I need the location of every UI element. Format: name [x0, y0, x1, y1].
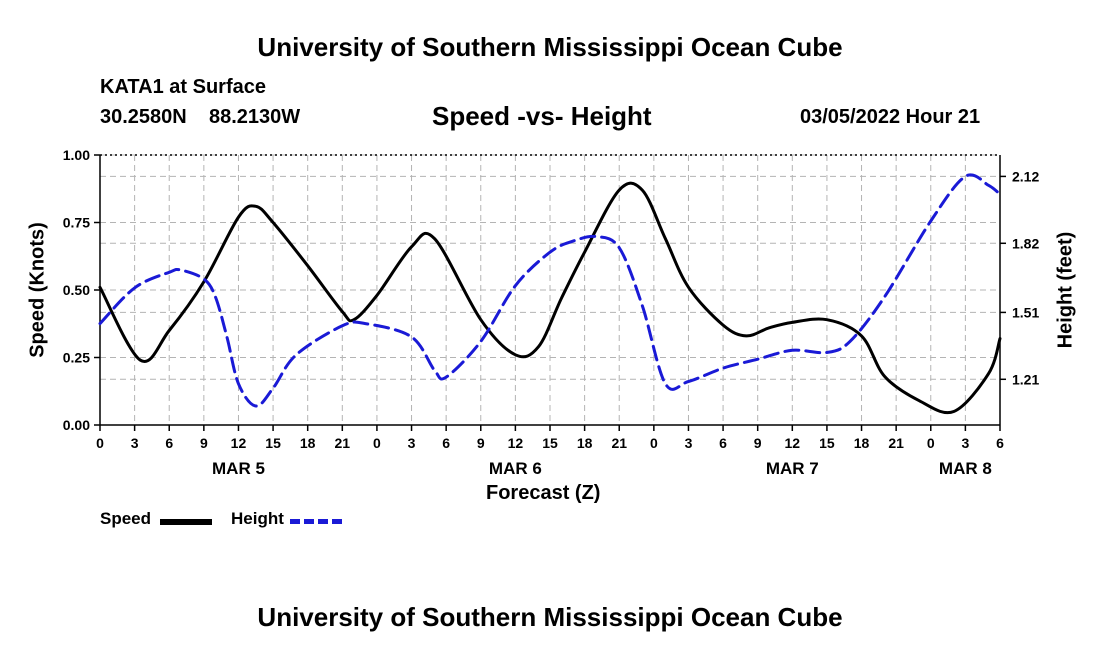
x-tick-label: 3: [685, 435, 693, 451]
speed-series-line: [98, 181, 1002, 415]
x-tick-label: 12: [231, 435, 247, 451]
x-tick-label: 9: [200, 435, 208, 451]
datetime-label: 03/05/2022 Hour 21: [800, 106, 981, 128]
y2-tick-label: 1.82: [1012, 235, 1039, 251]
x-tick-label: 21: [888, 435, 904, 451]
x-tick-label: 9: [477, 435, 485, 451]
latitude-label: 30.2580N: [100, 106, 187, 128]
longitude-label: 88.2130W: [209, 106, 301, 128]
station-label: KATA1 at Surface: [100, 76, 266, 98]
top-title: University of Southern Mississippi Ocean…: [257, 32, 843, 62]
x-tick-label: 18: [300, 435, 316, 451]
y-axis-title: Speed (Knots): [26, 222, 49, 358]
height-series-line: [98, 173, 1002, 408]
day-label: MAR 5: [212, 459, 265, 478]
day-label: MAR 7: [766, 459, 819, 478]
y-tick-label: 0.00: [63, 417, 90, 433]
x-tick-label: 6: [442, 435, 450, 451]
x-tick-label: 3: [961, 435, 969, 451]
legend-speed-label: Speed: [100, 509, 152, 528]
x-tick-label: 6: [719, 435, 727, 451]
x-tick-label: 0: [927, 435, 935, 451]
y-tick-label: 0.75: [63, 215, 90, 231]
x-tick-label: 9: [754, 435, 762, 451]
x-tick-label: 0: [96, 435, 104, 451]
bottom-title: University of Southern Mississippi Ocean…: [257, 602, 843, 632]
series-layer: [98, 173, 1002, 415]
y2-tick-label: 1.21: [1012, 371, 1039, 387]
day-label: MAR 6: [489, 459, 542, 478]
x-tick-label: 3: [408, 435, 416, 451]
y2-tick-label: 2.12: [1012, 168, 1039, 184]
y2-tick-label: 1.51: [1012, 304, 1039, 320]
x-tick-label: 21: [335, 435, 351, 451]
chart-title: Speed -vs- Height: [432, 101, 652, 131]
x-tick-label: 6: [165, 435, 173, 451]
grid: [99, 154, 1001, 426]
y2-axis-title: Height (feet): [1054, 231, 1077, 349]
x-tick-label: 21: [611, 435, 627, 451]
x-tick-label: 15: [542, 435, 558, 451]
legend-speed-swatch: [160, 519, 212, 525]
x-tick-label: 18: [577, 435, 593, 451]
x-tick-label: 12: [785, 435, 801, 451]
y-tick-label: 0.50: [63, 282, 90, 298]
x-tick-label: 12: [508, 435, 524, 451]
x-tick-label: 3: [131, 435, 139, 451]
x-tick-label: 0: [650, 435, 658, 451]
x-tick-label: 15: [265, 435, 281, 451]
axis-layer: 1.00 0.75 0.50 0.25 0.00 2.12 1.82 1.51 1.21 0 3 6 9…: [63, 147, 1040, 478]
y-tick-label: 1.00: [63, 147, 90, 163]
x-tick-label: 0: [373, 435, 381, 451]
x-tick-label: 18: [854, 435, 870, 451]
x-tick-label: 6: [996, 435, 1004, 451]
day-label: MAR 8: [939, 459, 992, 478]
y-tick-label: 0.25: [63, 350, 90, 366]
legend-height-swatch: [290, 519, 342, 524]
legend-height-label: Height: [231, 509, 284, 528]
x-axis-title: Forecast (Z): [486, 482, 601, 504]
x-tick-label: 15: [819, 435, 835, 451]
